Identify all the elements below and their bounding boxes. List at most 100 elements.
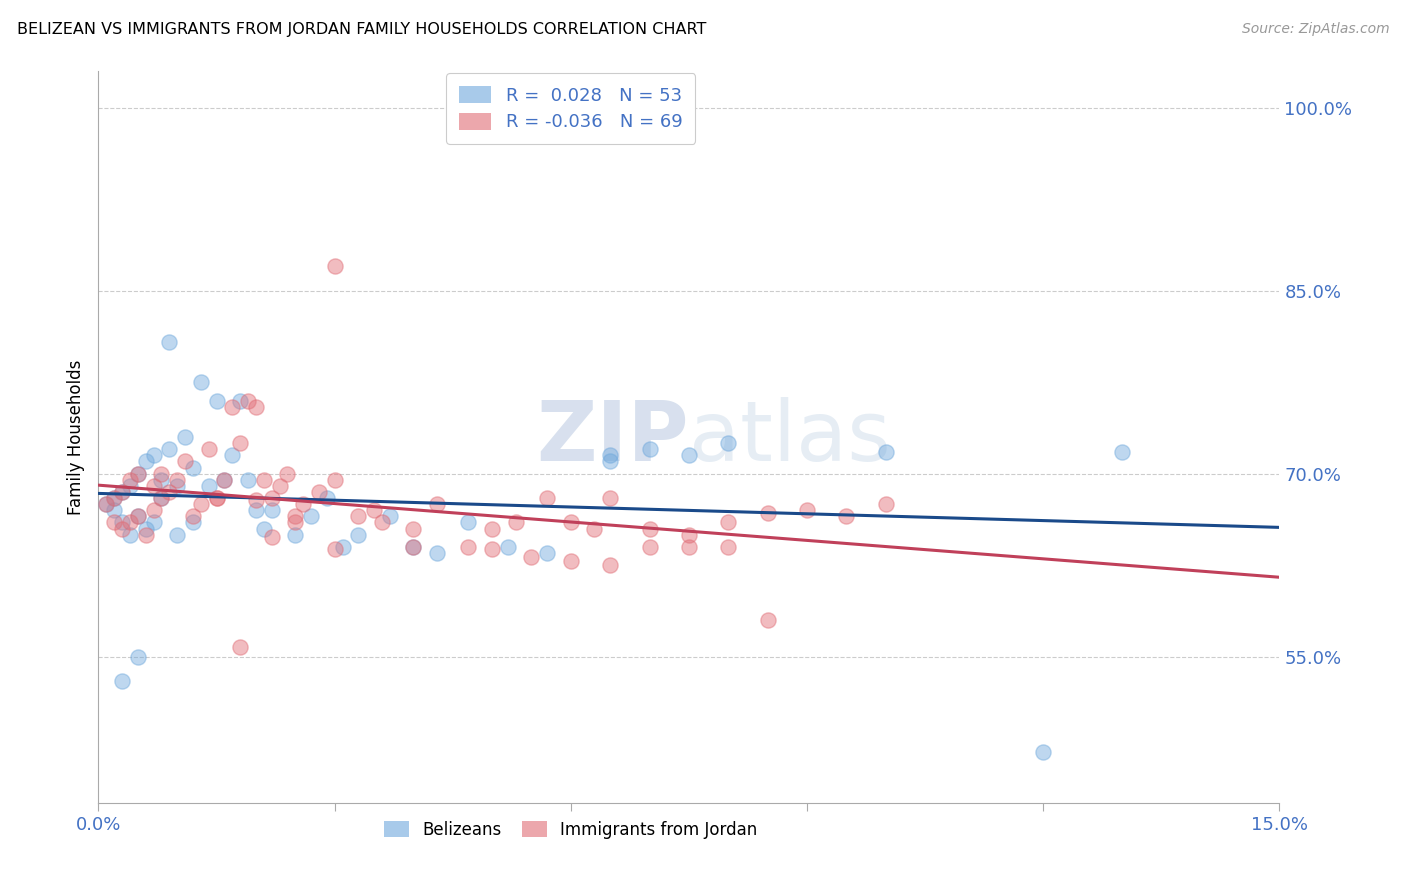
Point [875,497,897,511]
Point [166,473,188,487]
Point [197,479,219,493]
Point [142,503,165,517]
Point [127,509,149,524]
Point [402,540,425,554]
Point [260,491,283,505]
Point [190,497,212,511]
Point [363,503,385,517]
Point [260,503,283,517]
Point [103,516,125,530]
Text: ZIP: ZIP [537,397,689,477]
Point [323,542,346,557]
Point [638,540,661,554]
Point [678,449,700,463]
Point [457,516,479,530]
Point [111,516,134,530]
Point [796,503,818,517]
Point [190,376,212,390]
Point [284,509,307,524]
Text: atlas: atlas [689,397,890,477]
Point [260,530,283,544]
Point [457,540,479,554]
Point [481,521,503,535]
Point [299,509,322,524]
Point [103,503,125,517]
Point [496,540,519,554]
Point [308,485,330,500]
Point [717,516,740,530]
Point [111,485,134,500]
Point [214,473,236,487]
Point [332,540,354,554]
Point [520,549,543,564]
Point [197,442,219,457]
Point [347,527,370,541]
Point [315,491,337,505]
Point [221,449,243,463]
Point [205,393,228,408]
Point [118,473,141,487]
Point [253,473,276,487]
Point [205,491,228,505]
Point [292,497,315,511]
Point [284,527,307,541]
Point [127,467,149,481]
Point [245,493,267,508]
Point [135,454,157,468]
Point [166,479,188,493]
Point [150,491,173,505]
Point [426,497,449,511]
Point [678,540,700,554]
Point [174,454,197,468]
Legend: Belizeans, Immigrants from Jordan: Belizeans, Immigrants from Jordan [378,814,763,846]
Point [142,516,165,530]
Point [150,467,173,481]
Point [481,542,503,557]
Point [118,516,141,530]
Point [378,509,401,524]
Text: Source: ZipAtlas.com: Source: ZipAtlas.com [1241,22,1389,37]
Point [756,506,779,520]
Point [118,479,141,493]
Point [245,503,267,517]
Point [717,436,740,450]
Point [142,479,165,493]
Point [756,613,779,627]
Point [166,527,188,541]
Point [221,400,243,414]
Point [276,467,298,481]
Point [127,649,149,664]
Point [103,491,125,505]
Point [560,516,582,530]
Point [214,473,236,487]
Point [135,521,157,535]
Point [150,473,173,487]
Point [236,393,259,408]
Point [638,442,661,457]
Point [118,527,141,541]
Point [536,491,558,505]
Point [111,521,134,535]
Point [157,334,180,349]
Point [599,491,621,505]
Point [284,516,307,530]
Point [253,521,276,535]
Point [347,509,370,524]
Text: BELIZEAN VS IMMIGRANTS FROM JORDAN FAMILY HOUSEHOLDS CORRELATION CHART: BELIZEAN VS IMMIGRANTS FROM JORDAN FAMIL… [17,22,706,37]
Point [402,540,425,554]
Point [127,509,149,524]
Point [599,558,621,573]
Point [269,479,291,493]
Point [229,436,252,450]
Point [181,516,204,530]
Point [245,400,267,414]
Point [599,454,621,468]
Point [426,546,449,560]
Point [323,473,346,487]
Point [181,460,204,475]
Point [835,509,858,524]
Point [157,442,180,457]
Point [371,516,394,530]
Point [717,540,740,554]
Point [103,491,125,505]
